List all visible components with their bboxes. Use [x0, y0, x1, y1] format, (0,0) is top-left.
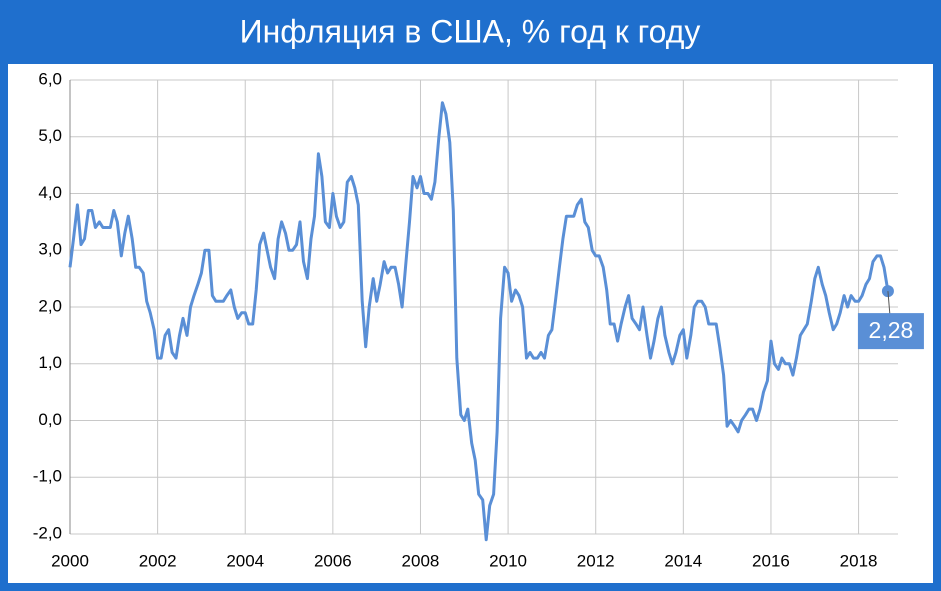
- x-tick-label: 2004: [226, 551, 264, 570]
- x-tick-label: 2014: [664, 551, 702, 570]
- annotation-box: [857, 313, 924, 350]
- y-tick-label: 6,0: [38, 69, 62, 88]
- x-tick-label: 2006: [314, 551, 352, 570]
- line-series: [68, 101, 890, 542]
- x-tick-label: 2002: [139, 551, 177, 570]
- annotation: 2,28: [869, 317, 914, 343]
- x-tick-label: 2016: [752, 551, 790, 570]
- x-tick-label: 2012: [577, 551, 615, 570]
- y-tick-label: 1,0: [38, 353, 62, 372]
- y-tick-label: -2,0: [33, 523, 62, 542]
- chart-title: Инфляция в США, % год к году: [240, 13, 701, 49]
- x-tick-label: 2018: [840, 551, 878, 570]
- x-tick-label: 2008: [402, 551, 440, 570]
- x-tick-label: 2000: [51, 551, 89, 570]
- y-tick-label: 5,0: [38, 126, 62, 145]
- y-tick-label: 3,0: [38, 240, 62, 259]
- y-tick-label: -1,0: [33, 467, 62, 486]
- plot-background: [8, 64, 933, 583]
- x-tick-label: 2010: [489, 551, 527, 570]
- y-tick-label: 4,0: [38, 183, 62, 202]
- y-tick-label: 2,0: [38, 296, 62, 315]
- y-tick-label: 0,0: [38, 410, 62, 429]
